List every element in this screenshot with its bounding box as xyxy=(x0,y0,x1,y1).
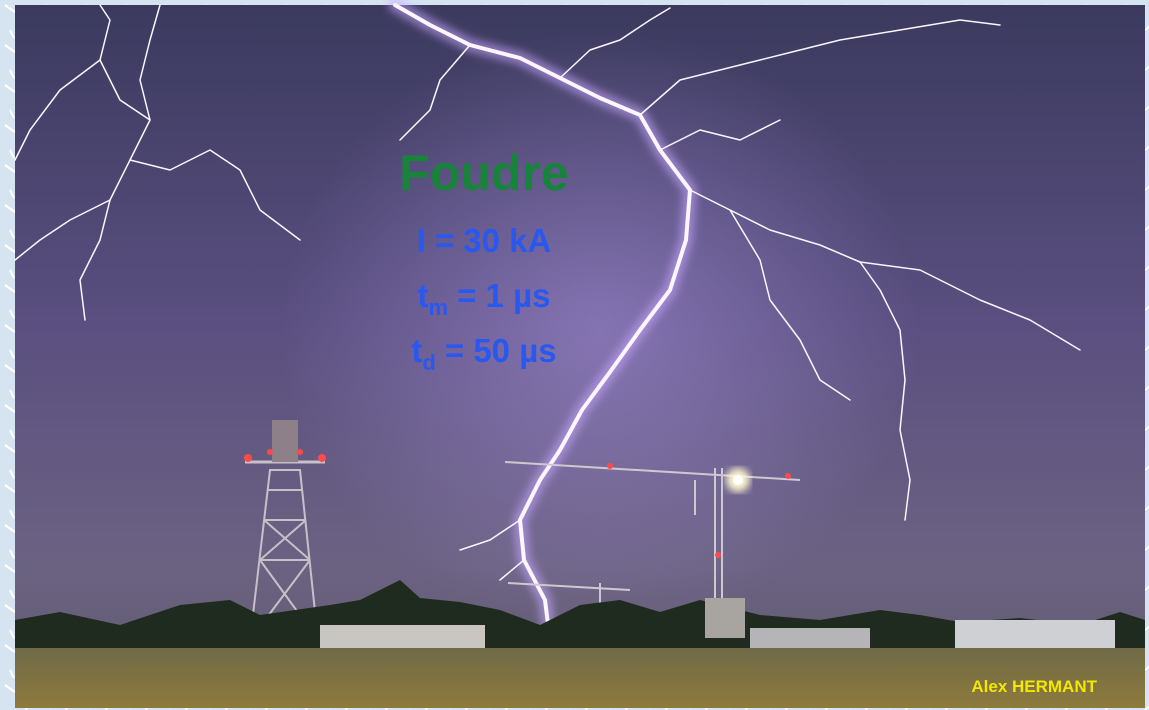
photo-credit: Alex HERMANT xyxy=(971,677,1097,696)
photo xyxy=(15,5,1145,708)
subscript: d xyxy=(422,350,435,375)
expression: = 1 µs xyxy=(457,277,550,314)
expression: = 30 kA xyxy=(435,222,552,259)
formula-line: I= 30 kA xyxy=(417,222,552,259)
title: Foudre xyxy=(399,145,568,201)
scene: Foudre I= 30 kAtm= 1 µstd= 50 µs Alex HE… xyxy=(0,0,1149,710)
symbol: I xyxy=(417,222,426,259)
symbol: t xyxy=(411,332,422,369)
subscript: m xyxy=(429,295,449,320)
expression: = 50 µs xyxy=(445,332,557,369)
symbol: t xyxy=(418,277,429,314)
